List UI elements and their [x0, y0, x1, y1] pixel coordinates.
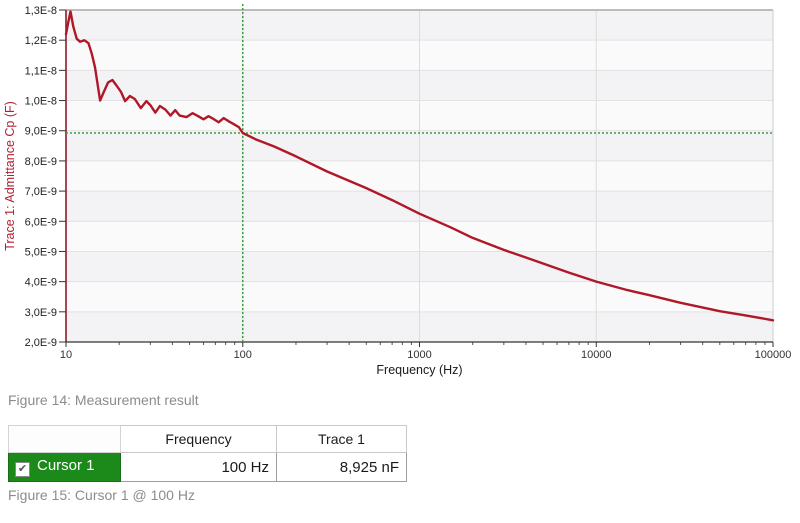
y-tick-label: 8,0E-9	[25, 156, 57, 168]
measurement-chart-area: 10 100 1000 10000 100000 1,3E-8 1,2E-8 1,1E-8 1,…	[0, 0, 800, 385]
y-tick-label: 1,3E-8	[25, 5, 57, 17]
cursor1-trace1-value: 8,925 nF	[276, 452, 407, 482]
y-tick-label: 1,0E-8	[25, 96, 57, 108]
x-axis-title: Frequency (Hz)	[376, 363, 462, 377]
y-tick-label: 7,0E-9	[25, 186, 57, 198]
cursor1-checkbox[interactable]: ✔	[15, 462, 30, 477]
y-tick-label: 2,0E-9	[25, 337, 57, 349]
y-tick-label: 4,0E-9	[25, 277, 57, 289]
y-tick-label: 9,0E-9	[25, 126, 57, 138]
measurement-chart[interactable]: 10 100 1000 10000 100000 1,3E-8 1,2E-8 1,1E-8 1,…	[0, 0, 800, 385]
x-tick-label: 1000	[407, 349, 431, 361]
y-tick-label: 1,2E-8	[25, 35, 57, 47]
cursor-table-header-row: Frequency Trace 1	[8, 425, 407, 453]
x-tick-label: 100000	[755, 349, 792, 361]
y-axis-title: Trace 1: Admittance Cp (F)	[3, 101, 17, 251]
cursor1-frequency-value: 100 Hz	[120, 452, 277, 482]
x-tick-label: 100	[234, 349, 252, 361]
y-tick-label: 1,1E-8	[25, 65, 57, 77]
trace1-line	[64, 10, 775, 322]
y-tick-label: 3,0E-9	[25, 307, 57, 319]
col-header-trace1: Trace 1	[276, 425, 407, 453]
y-tick-label: 5,0E-9	[25, 246, 57, 258]
figure15-caption: Figure 15: Cursor 1 @ 100 Hz	[8, 487, 195, 503]
corner-cell	[8, 425, 121, 453]
cursor1-cell[interactable]: ✔ Cursor 1	[8, 452, 121, 482]
x-tick-label: 10000	[581, 349, 612, 361]
cursor1-row: ✔ Cursor 1 100 Hz 8,925 nF	[8, 452, 407, 482]
figure14-caption: Figure 14: Measurement result	[8, 392, 199, 408]
cursor1-label: Cursor 1	[37, 457, 95, 474]
cursor-table: Frequency Trace 1 ✔ Cursor 1 100 Hz 8,925…	[8, 425, 407, 482]
y-tick-label: 6,0E-9	[25, 216, 57, 228]
x-tick-label: 10	[60, 349, 72, 361]
col-header-frequency: Frequency	[120, 425, 277, 453]
